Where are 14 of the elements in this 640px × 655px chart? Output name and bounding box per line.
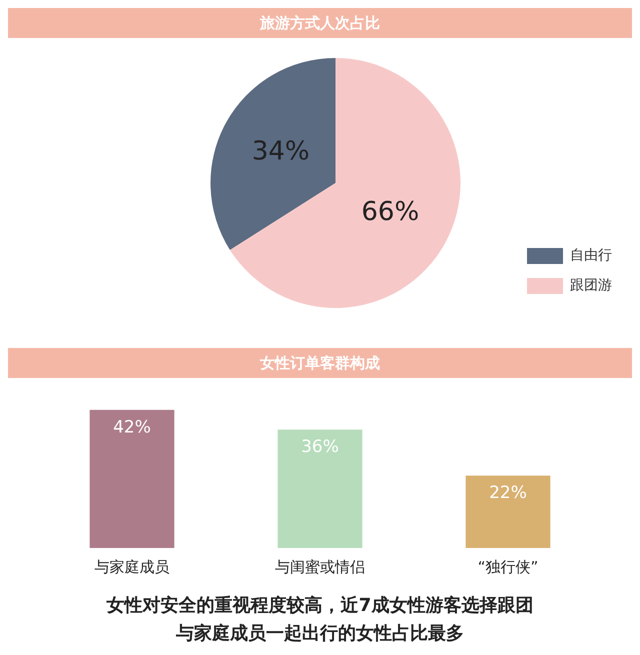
- chart-title: 女性订单客群构成: [8, 348, 632, 378]
- legend-label: 自由行: [570, 248, 612, 264]
- data-label: 66%: [361, 196, 420, 227]
- data-label: 34%: [252, 136, 310, 167]
- legend-label: 跟团游: [570, 278, 612, 294]
- data-label: 22%: [489, 483, 527, 504]
- text: 与家庭成员一起出行的女性占比最多: [175, 622, 465, 646]
- text: 女性对安全的重视程度较高，近7成女性游客选择跟团: [106, 594, 534, 618]
- x-tick-label: 与闺蜜或情侣: [275, 558, 365, 576]
- x-tick-label: “独行侠”: [478, 558, 538, 576]
- data-label: 42%: [113, 417, 151, 438]
- data-label: 36%: [301, 437, 339, 458]
- chart-title: 旅游方式人次占比: [8, 8, 632, 38]
- x-tick-label: 与家庭成员: [94, 558, 170, 576]
